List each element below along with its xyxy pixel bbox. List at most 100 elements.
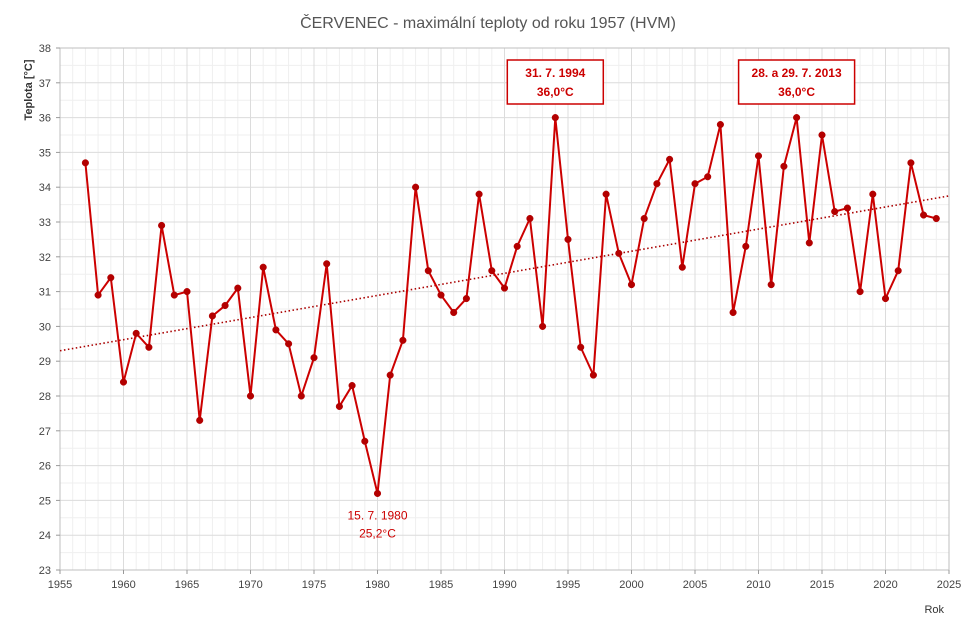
data-point	[335, 402, 343, 410]
annotation-label: 15. 7. 1980	[347, 508, 407, 522]
x-tick-label: 1985	[429, 579, 453, 591]
y-tick-label: 35	[39, 147, 51, 159]
x-axis-title: Rok	[924, 604, 944, 616]
data-point	[907, 159, 915, 167]
data-point	[170, 291, 178, 299]
y-tick-label: 30	[39, 321, 51, 333]
y-tick-label: 38	[39, 43, 51, 55]
data-point	[310, 354, 318, 362]
series-line	[84, 117, 937, 494]
data-point	[767, 281, 775, 289]
data-point	[856, 288, 864, 296]
annotation-label: 36,0°C	[778, 85, 815, 99]
annotation-label: 28. a 29. 7. 2013	[752, 66, 842, 80]
annotation-label: 25,2°C	[359, 526, 396, 540]
data-point	[704, 173, 712, 181]
data-point	[361, 437, 369, 445]
data-point	[81, 159, 89, 167]
data-point	[831, 208, 839, 216]
data-point	[793, 114, 801, 122]
annotation-label: 36,0°C	[537, 85, 574, 99]
data-point	[450, 308, 458, 317]
data-point	[234, 284, 242, 292]
x-tick-label: 1990	[492, 579, 516, 591]
y-tick-label: 27	[39, 426, 51, 438]
data-point	[386, 371, 394, 379]
data-point	[513, 242, 521, 250]
data-point	[221, 301, 229, 310]
data-point	[843, 204, 851, 212]
data-point	[132, 329, 140, 337]
data-point	[183, 288, 191, 296]
y-tick-label: 23	[39, 565, 51, 577]
data-point	[805, 239, 813, 247]
data-point	[577, 343, 585, 351]
y-tick-label: 31	[39, 287, 51, 299]
data-point	[691, 180, 699, 188]
data-point	[526, 214, 534, 223]
chart-title: ČERVENEC - maximální teploty od roku 195…	[300, 13, 676, 32]
data-point	[437, 291, 445, 299]
data-point	[640, 214, 648, 223]
data-point	[500, 284, 509, 292]
x-tick-label: 1965	[175, 579, 199, 591]
minor-gridlines	[60, 48, 949, 570]
data-point	[323, 260, 331, 268]
data-point	[488, 267, 496, 275]
data-point	[196, 416, 204, 424]
data-point	[145, 343, 153, 351]
x-tick-label: 1955	[48, 579, 72, 591]
y-tick-label: 37	[39, 78, 51, 90]
y-tick-label: 33	[39, 217, 51, 229]
data-point	[462, 295, 470, 303]
y-tick-label: 36	[39, 113, 51, 125]
data-point	[551, 114, 559, 122]
data-point	[818, 131, 826, 139]
data-point	[412, 183, 420, 191]
x-tick-label: 2000	[619, 579, 643, 591]
data-point	[932, 214, 940, 223]
data-point	[869, 190, 877, 198]
data-point	[272, 326, 280, 334]
x-tick-label: 2025	[937, 579, 961, 591]
data-point	[297, 392, 305, 400]
annotation-box	[737, 59, 856, 105]
data-point	[754, 152, 763, 160]
data-point	[920, 211, 928, 219]
y-tick-label: 34	[39, 182, 51, 194]
data-point	[208, 312, 216, 320]
data-point	[259, 263, 267, 271]
y-axis-title: Teplota [°C]	[23, 59, 35, 120]
x-tick-label: 1975	[302, 579, 326, 591]
x-tick-label: 2020	[873, 579, 897, 591]
x-tick-label: 1960	[111, 579, 135, 591]
annotations: 31. 7. 1994 36,0°C 28. a 29. 7. 2013 36,0°C…	[347, 59, 856, 540]
data-point	[539, 322, 547, 330]
x-tick-label: 1995	[556, 579, 580, 591]
data-point	[615, 249, 623, 257]
y-tick-label: 26	[39, 461, 51, 473]
y-tick-label: 28	[39, 391, 51, 403]
y-tick-label: 25	[39, 495, 51, 507]
data-point	[589, 371, 597, 379]
data-point	[780, 162, 788, 170]
data-point	[94, 291, 102, 299]
data-point	[716, 121, 724, 129]
data-point	[119, 378, 128, 386]
data-point	[564, 235, 572, 243]
data-point	[653, 180, 661, 188]
x-tick-label: 1980	[365, 579, 389, 591]
data-point	[729, 308, 737, 317]
x-tick-label: 2015	[810, 579, 834, 591]
y-axis-ticks: 23 24 25 26 27 28 29 30 31 32 33 34 35 36 37 38	[39, 43, 60, 577]
data-point	[894, 267, 902, 275]
data-point	[678, 263, 686, 271]
annotation-label: 31. 7. 1994	[525, 66, 585, 80]
data-point	[424, 267, 432, 275]
data-point	[246, 392, 255, 400]
data-point	[475, 190, 483, 198]
x-tick-label: 1970	[238, 579, 262, 591]
data-point	[348, 382, 356, 390]
